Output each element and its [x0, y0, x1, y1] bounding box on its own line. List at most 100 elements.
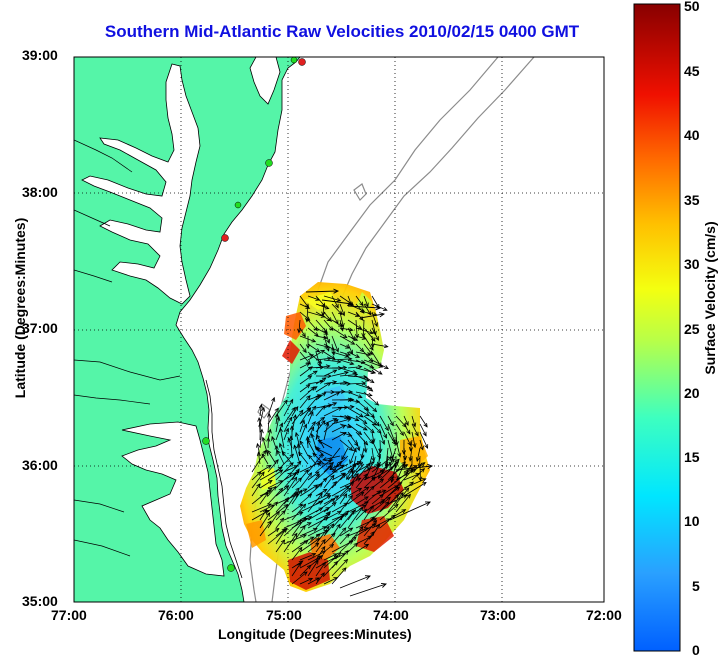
- velocity-vector-head: [273, 501, 279, 507]
- velocity-vector-head: [370, 485, 375, 491]
- velocity-vector: [339, 493, 348, 505]
- velocity-vector-head: [284, 485, 290, 490]
- velocity-vector: [323, 464, 345, 481]
- velocity-vector-head: [298, 546, 303, 552]
- velocity-vector-head: [360, 359, 366, 365]
- velocity-vector-head: [343, 502, 349, 507]
- velocity-vector-head: [297, 477, 303, 482]
- velocity-vector: [347, 487, 362, 497]
- velocity-vector: [355, 375, 370, 382]
- velocity-vector: [307, 493, 331, 505]
- velocity-vector: [363, 407, 375, 418]
- velocity-vector: [363, 470, 385, 481]
- velocity-vector-head: [344, 353, 350, 358]
- velocity-vector-head: [353, 542, 359, 548]
- velocity-vector: [403, 473, 420, 481]
- velocity-vector-head: [370, 413, 375, 418]
- velocity-vector: [389, 501, 431, 521]
- velocity-vector: [323, 552, 341, 569]
- velocity-vector: [331, 559, 348, 577]
- velocity-vector-head: [374, 464, 380, 469]
- velocity-vector: [363, 423, 375, 434]
- velocity-vector-head: [357, 487, 363, 492]
- velocity-vector-head: [344, 370, 349, 376]
- velocity-vector-head: [320, 572, 325, 577]
- velocity-vector-head: [376, 428, 382, 434]
- velocity-vector: [267, 450, 277, 465]
- velocity-vector: [347, 542, 358, 553]
- velocity-vector-head: [414, 431, 419, 437]
- velocity-vector-head: [325, 421, 330, 427]
- velocity-vector: [259, 504, 275, 513]
- velocity-vector: [251, 487, 273, 505]
- velocity-vector-head: [295, 468, 300, 474]
- velocity-vector-head: [315, 448, 321, 452]
- velocity-vector-head: [289, 462, 294, 467]
- velocity-vectors: [251, 288, 434, 597]
- velocity-vector: [331, 335, 339, 352]
- velocity-vector-head: [342, 365, 348, 370]
- velocity-vector-head: [329, 543, 335, 549]
- velocity-vector-head: [359, 301, 364, 307]
- velocity-vector: [347, 431, 359, 447]
- velocity-vector-head: [317, 394, 323, 399]
- velocity-vector-head: [404, 421, 409, 427]
- velocity-vector: [347, 351, 360, 358]
- velocity-vector: [323, 553, 337, 561]
- velocity-vector-head: [401, 509, 407, 514]
- x-tick-label: 73:00: [480, 607, 516, 623]
- velocity-vector: [283, 533, 298, 553]
- velocity-vector-head: [384, 501, 390, 506]
- station-marker-active: [202, 437, 210, 445]
- velocity-vector: [291, 489, 303, 505]
- velocity-vector: [347, 327, 355, 341]
- colorbar-tick-label: 5: [692, 578, 700, 594]
- velocity-vector-head: [380, 470, 385, 474]
- velocity-vector: [299, 407, 311, 425]
- velocity-vector-head: [325, 507, 331, 512]
- map-title: Southern Mid-Atlantic Raw Velocities 201…: [104, 22, 580, 41]
- velocity-vector-head: [403, 464, 409, 469]
- velocity-vector: [315, 382, 331, 393]
- velocity-vector: [283, 465, 298, 473]
- colorbar: [633, 3, 681, 652]
- velocity-vector: [275, 510, 286, 521]
- velocity-vector: [323, 392, 340, 401]
- velocity-vector-head: [322, 477, 328, 483]
- velocity-vector-head: [325, 525, 330, 531]
- velocity-vector-head: [349, 361, 355, 366]
- velocity-vector-head: [372, 421, 378, 426]
- velocity-vector-head: [368, 350, 373, 356]
- velocity-vector-head: [424, 501, 431, 507]
- velocity-vector: [387, 431, 396, 445]
- velocity-vector: [267, 397, 275, 417]
- velocity-hotspot: [356, 516, 394, 552]
- velocity-vector-head: [355, 399, 361, 404]
- velocity-vector: [339, 439, 353, 451]
- velocity-vector-head: [330, 355, 336, 360]
- velocity-vector: [339, 575, 371, 589]
- velocity-vector-head: [260, 406, 266, 412]
- velocity-vector: [283, 470, 299, 489]
- velocity-vector-head: [342, 333, 348, 339]
- velocity-vector: [267, 437, 269, 449]
- velocity-vector-head: [302, 534, 308, 539]
- velocity-vector: [316, 448, 333, 457]
- velocity-vector-head: [411, 468, 417, 473]
- velocity-vector-head: [289, 398, 294, 404]
- velocity-vector-head: [345, 344, 351, 349]
- velocity-vector: [347, 305, 381, 309]
- velocity-vector-head: [353, 372, 359, 377]
- velocity-vector: [363, 520, 377, 537]
- velocity-vector: [371, 415, 380, 427]
- velocity-vector-head: [379, 478, 385, 483]
- velocity-vector-head: [319, 379, 325, 384]
- velocity-vector: [323, 475, 335, 489]
- velocity-vector: [363, 486, 375, 497]
- velocity-vector-head: [271, 396, 276, 402]
- velocity-vector-head: [370, 516, 375, 521]
- velocity-vector-head: [281, 450, 286, 456]
- velocity-vector: [355, 407, 370, 417]
- velocity-vector-head: [266, 464, 272, 469]
- velocity-vector: [290, 436, 293, 457]
